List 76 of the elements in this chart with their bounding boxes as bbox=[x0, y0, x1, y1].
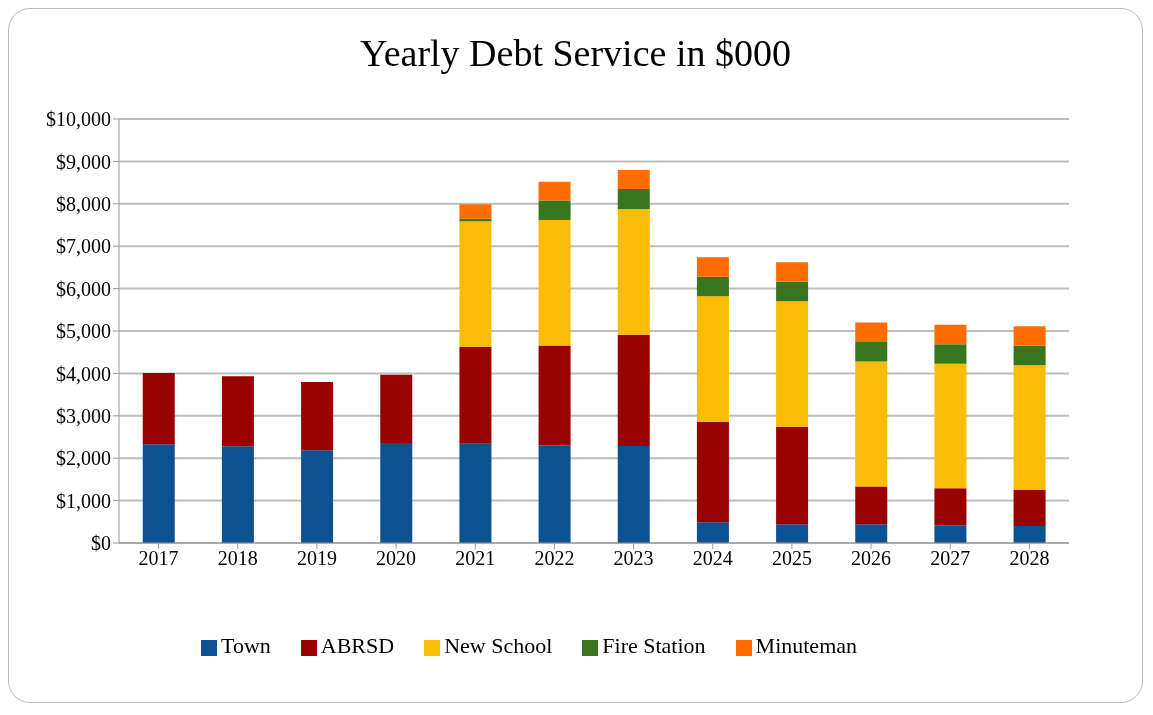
bar bbox=[459, 346, 492, 444]
y-tick-label: $7,000 bbox=[56, 235, 111, 258]
bar bbox=[855, 342, 888, 362]
bar bbox=[855, 361, 888, 487]
x-tick-label: 2020 bbox=[376, 547, 417, 570]
bar bbox=[617, 188, 650, 209]
bar bbox=[538, 200, 571, 220]
bar bbox=[617, 334, 650, 446]
legend-label: Town bbox=[220, 633, 271, 658]
y-tick-label: $9,000 bbox=[56, 150, 111, 173]
bar bbox=[1013, 345, 1046, 366]
bar bbox=[459, 204, 492, 219]
y-tick-label: $0 bbox=[91, 532, 111, 555]
bar bbox=[776, 524, 809, 543]
bar bbox=[221, 376, 254, 447]
bar bbox=[538, 445, 571, 543]
bar bbox=[1013, 365, 1046, 490]
bar bbox=[776, 426, 809, 525]
bar bbox=[301, 381, 334, 451]
bar bbox=[696, 257, 729, 277]
bar bbox=[459, 221, 492, 347]
y-tick-label: $10,000 bbox=[46, 108, 111, 131]
bar bbox=[1013, 326, 1046, 346]
x-tick-label: 2018 bbox=[217, 547, 258, 570]
x-tick-label: 2024 bbox=[692, 547, 733, 570]
y-tick-label: $3,000 bbox=[56, 404, 111, 427]
y-tick-label: $6,000 bbox=[56, 277, 111, 300]
bar bbox=[855, 524, 888, 543]
bar bbox=[538, 181, 571, 201]
bar bbox=[934, 525, 967, 543]
x-tick-label: 2028 bbox=[1009, 547, 1050, 570]
bar bbox=[538, 219, 571, 346]
bar bbox=[855, 486, 888, 525]
bar bbox=[459, 443, 492, 543]
legend-label: Minuteman bbox=[755, 633, 858, 658]
bar bbox=[1013, 526, 1046, 543]
bar bbox=[776, 301, 809, 427]
bar bbox=[696, 296, 729, 422]
bar bbox=[538, 345, 571, 446]
y-tick-label: $2,000 bbox=[56, 447, 111, 470]
bar bbox=[142, 444, 175, 543]
y-tick-label: $5,000 bbox=[56, 320, 111, 343]
bar bbox=[301, 450, 334, 543]
chart-title: Yearly Debt Service in $000 bbox=[359, 31, 792, 76]
y-tick-label: $8,000 bbox=[56, 192, 111, 215]
bar bbox=[934, 324, 967, 345]
bar bbox=[776, 281, 809, 302]
x-tick-label: 2017 bbox=[138, 547, 179, 570]
bar bbox=[934, 488, 967, 526]
bar bbox=[617, 169, 650, 189]
bar bbox=[380, 374, 413, 443]
bar bbox=[855, 322, 888, 343]
x-tick-label: 2022 bbox=[534, 547, 575, 570]
x-tick-label: 2027 bbox=[930, 547, 971, 570]
bar bbox=[934, 344, 967, 364]
bar bbox=[380, 442, 413, 543]
bar bbox=[617, 208, 650, 335]
bar bbox=[142, 372, 175, 445]
bar bbox=[776, 262, 809, 282]
x-tick-label: 2026 bbox=[851, 547, 892, 570]
bar bbox=[696, 421, 729, 523]
x-tick-label: 2021 bbox=[455, 547, 496, 570]
bar bbox=[696, 276, 729, 297]
y-tick-label: $1,000 bbox=[56, 489, 111, 512]
bar bbox=[617, 445, 650, 543]
bar bbox=[696, 522, 729, 543]
bar bbox=[1013, 490, 1046, 527]
legend-label: New School bbox=[444, 633, 553, 658]
y-tick-label: $4,000 bbox=[56, 362, 111, 385]
bar bbox=[221, 446, 254, 543]
x-tick-label: 2019 bbox=[296, 547, 337, 570]
legend-label: Fire Station bbox=[602, 633, 706, 658]
bar bbox=[934, 363, 967, 489]
x-tick-label: 2023 bbox=[613, 547, 654, 570]
legend-label: ABRSD bbox=[320, 633, 395, 658]
x-tick-label: 2025 bbox=[771, 547, 812, 570]
